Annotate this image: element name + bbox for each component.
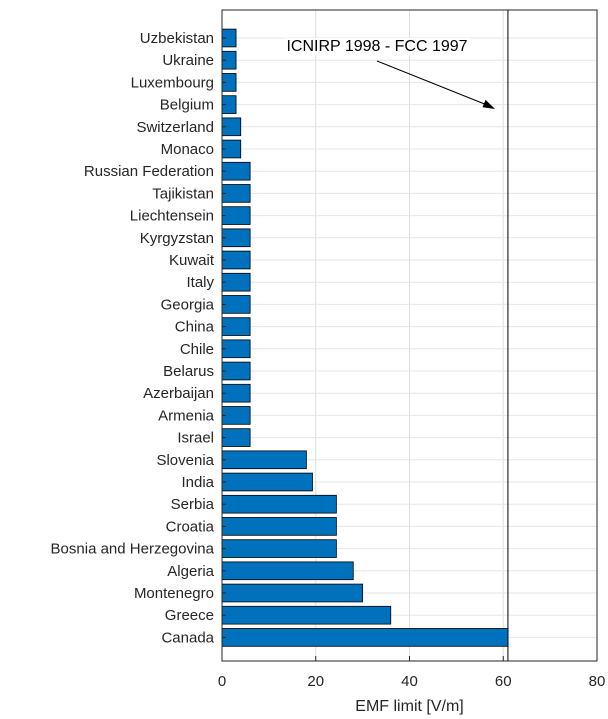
category-label: Belgium [160,97,214,114]
category-label: China [175,319,215,336]
x-axis-title: EMF limit [V/m] [355,698,463,715]
category-label: Azerbaijan [143,385,214,402]
bar [221,628,509,647]
bar [221,206,251,225]
bar [221,561,354,581]
annotation-arrow-shaft [376,60,488,106]
bar [221,428,251,447]
category-label: Greece [165,607,214,624]
bar [221,317,251,336]
bar [221,161,251,181]
x-tick-label: 60 [495,673,512,690]
category-label: Switzerland [136,119,214,136]
category-label: Liechtensein [130,208,214,225]
category-label: Ukraine [162,52,214,69]
category-label: India [181,474,214,491]
bar [221,295,251,314]
category-label: Tajikistan [152,185,214,202]
category-label: Montenegro [134,585,214,602]
category-label: Bosnia and Herzegovina [51,541,215,558]
category-label: Italy [186,274,214,291]
bar [221,583,364,603]
x-tick-labels: 0 20 40 60 80 [218,673,606,690]
bar [221,184,251,203]
category-label: Belarus [163,363,214,380]
bar [221,383,251,403]
category-label: Kyrgyzstan [140,230,214,247]
plot-frame [221,9,598,662]
category-label: Israel [177,430,214,447]
annotation-background [284,38,470,55]
category-label: Monaco [161,141,214,158]
x-tick-label: 20 [307,673,324,690]
bar [221,472,313,492]
category-label: Georgia [161,296,215,313]
bar [221,339,251,359]
category-label: Serbia [171,496,215,513]
category-label: Canada [161,629,214,646]
x-tick-label: 40 [401,673,418,690]
bar [221,450,307,470]
category-label: Armenia [158,407,215,424]
x-tick-label: 80 [589,673,606,690]
category-label: Slovenia [156,452,214,469]
bar [221,250,251,270]
category-label: Russian Federation [84,163,214,180]
bar [221,361,251,381]
x-tick-label: 0 [218,673,226,690]
bar [221,228,251,248]
annotation-arrowhead [482,99,495,109]
category-label: Luxembourg [131,74,214,91]
category-label: Chile [180,341,214,358]
bars [221,28,509,647]
bar [221,494,337,514]
bar [221,539,337,558]
bar [221,272,251,292]
category-label: Croatia [166,518,215,535]
category-label: Algeria [167,563,214,580]
category-label: Uzbekistan [140,30,214,47]
bar [221,406,251,425]
reference-line-annotation: ICNIRP 1998 - FCC 1997 [286,38,467,55]
category-label: Kuwait [169,252,215,269]
category-labels: Uzbekistan Ukraine Luxembourg Belgium Switze… [51,30,226,646]
bar [221,605,392,625]
bar [221,517,337,536]
